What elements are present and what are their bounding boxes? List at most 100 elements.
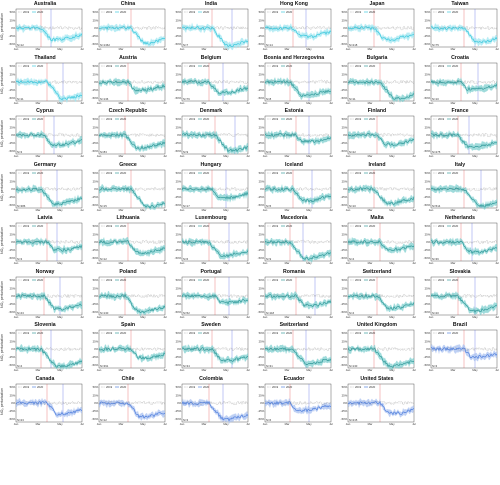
y-tick-label: 50% bbox=[342, 64, 348, 68]
panel-romania: Romania 50% 25% 0% -25% -50% Jan Mar May Jul 2019 2… bbox=[255, 269, 333, 319]
panel-plot: 50% 25% 0% -25% -50%Jan Mar May Jul 2019 2020 N=22 bbox=[341, 115, 416, 158]
panel-title: Austria bbox=[119, 54, 137, 61]
series-2019-line bbox=[98, 293, 166, 298]
sample-count: N=36 bbox=[432, 257, 439, 261]
y-tick-label: 0% bbox=[11, 133, 16, 137]
legend-2019-label: 2019 bbox=[106, 278, 113, 282]
panel-title: Sweden bbox=[201, 322, 221, 328]
series-2020-line bbox=[98, 347, 166, 360]
panel-ireland: Ireland 50% 25% 0% -25% -50% Jan Mar May Jul 2019 2… bbox=[338, 162, 416, 212]
panel-germany: Germany 50% 25% 0% -25% -50% Jan Mar May Jul 2019 2… bbox=[6, 162, 84, 212]
x-tick-label: Mar bbox=[451, 261, 456, 265]
legend-2019-label: 2019 bbox=[189, 10, 196, 14]
panel-switzerland: Switzerland 50% 25% 0% -25% -50% Jan Mar May Jul 2… bbox=[338, 269, 416, 319]
series-2020-line bbox=[15, 346, 83, 368]
y-tick-label: -50% bbox=[424, 42, 431, 46]
series-2019-line bbox=[430, 79, 498, 84]
panel-malta: Malta 50% 25% 0% -25% -50% Jan Mar May Jul 2019 202… bbox=[338, 215, 416, 265]
panel-title: Germany bbox=[33, 161, 57, 168]
y-tick-label: 50% bbox=[259, 278, 265, 282]
panel-title: China bbox=[120, 1, 136, 7]
x-tick-label: Jul bbox=[80, 368, 84, 372]
sample-count: N=52 bbox=[183, 311, 190, 315]
panel-plot: 50% 25% 0% -25% -50%Jan Mar May Jul 2019 2020 N=11… bbox=[258, 276, 333, 319]
series-2020-line bbox=[430, 346, 498, 360]
panel-iceland: Iceland 50% 25% 0% -25% -50% Jan Mar May Jul 2019 2… bbox=[255, 162, 333, 212]
x-tick-label: Mar bbox=[119, 101, 124, 105]
confidence-band-2020 bbox=[431, 183, 497, 210]
y-tick-label: 50% bbox=[342, 171, 348, 175]
panel-plot: 50% 25% 0% -25% -50%Jan Mar May Jul 2019 2020 N=5 bbox=[258, 169, 333, 212]
series-2020-line bbox=[347, 186, 415, 205]
panel-plot: 50% 25% 0% -25% -50%Jan Mar May Jul 2019 2020 N=8 bbox=[258, 62, 333, 105]
confidence-band-2020 bbox=[182, 129, 248, 155]
confidence-band-2020 bbox=[99, 237, 165, 258]
y-tick-label: 0% bbox=[94, 347, 99, 351]
x-tick-label: Jul bbox=[163, 101, 167, 105]
panel-denmark: Denmark 50% 25% 0% -25% -50% Jan Mar May Jul 2019 2… bbox=[172, 108, 250, 158]
legend: 2019 2020 bbox=[184, 117, 210, 121]
x-tick-label: Jul bbox=[412, 422, 416, 426]
y-tick-label: -25% bbox=[341, 302, 348, 306]
legend: 2019 2020 bbox=[267, 64, 293, 68]
panel-title: Greece bbox=[119, 161, 137, 168]
x-tick-label: Mar bbox=[202, 101, 207, 105]
legend-2019-label: 2019 bbox=[355, 224, 362, 228]
x-tick-label: May bbox=[140, 315, 146, 319]
y-tick-label: 25% bbox=[259, 393, 265, 397]
y-tick-label: -25% bbox=[175, 409, 182, 413]
panel-united-kingdom: United Kingdom 50% 25% 0% -25% -50% Jan Mar May J… bbox=[338, 322, 416, 372]
legend: 2019 2020 bbox=[184, 171, 210, 175]
legend: 2019 2020 bbox=[18, 278, 44, 282]
panel-title: Hong Kong bbox=[280, 1, 308, 7]
y-tick-label: -50% bbox=[258, 256, 265, 260]
x-tick-label: Jul bbox=[80, 208, 84, 212]
sample-count: N=118 bbox=[266, 311, 275, 315]
panel-netherlands: Netherlands 50% 25% 0% -25% -50% Jan Mar May Jul 2… bbox=[421, 215, 499, 265]
sample-count: N=4 bbox=[17, 364, 23, 368]
series-2020-line bbox=[98, 79, 166, 92]
panel-india: India 50% 25% 0% -25% -50% Jan Mar May Jul 2019 202… bbox=[172, 1, 250, 51]
sample-count: N=10 bbox=[349, 204, 356, 208]
panel-plot: 50% 25% 0% -25% -50%Jan Mar May Jul 2019 2020 N=13… bbox=[92, 276, 167, 319]
panel-plot: 50% 25% 0% -25% -50%Jan Mar May Jul 2019 2020 N=34 bbox=[175, 329, 250, 372]
x-tick-label: May bbox=[223, 261, 229, 265]
x-tick-label: Jul bbox=[329, 154, 333, 158]
panel-title: Finland bbox=[367, 108, 387, 114]
y-tick-label: 25% bbox=[425, 179, 431, 183]
x-tick-label: May bbox=[306, 101, 312, 105]
series-2020-line bbox=[15, 187, 83, 206]
panel-plot: 50% 25% 0% -25% -50%Jan Mar May Jul 2019 2020 N=20 bbox=[424, 276, 499, 319]
legend-2020-label: 2020 bbox=[120, 117, 127, 121]
y-tick-label: -50% bbox=[424, 203, 431, 207]
x-tick-label: Mar bbox=[36, 47, 41, 51]
y-tick-label: 0% bbox=[260, 26, 265, 30]
sample-count: N=3 bbox=[432, 364, 438, 368]
y-tick-label: -25% bbox=[175, 88, 182, 92]
x-tick-label: Jul bbox=[163, 154, 167, 158]
x-tick-label: May bbox=[57, 101, 63, 105]
legend: 2019 2020 bbox=[267, 331, 293, 335]
x-tick-label: May bbox=[223, 208, 229, 212]
x-tick-label: Mar bbox=[202, 261, 207, 265]
confidence-band-2020 bbox=[99, 76, 165, 95]
y-tick-label: -50% bbox=[9, 363, 16, 367]
panel-plot: 50% 25% 0% -25% -50%Jan Mar May Jul 2019 2020 N=17 bbox=[175, 169, 250, 212]
legend: 2019 2020 bbox=[184, 64, 210, 68]
legend: 2019 2020 bbox=[433, 224, 459, 228]
x-tick-label: Jan bbox=[346, 101, 351, 105]
legend-2019-label: 2019 bbox=[355, 385, 362, 389]
y-tick-label: 0% bbox=[11, 187, 16, 191]
x-tick-label: Jan bbox=[14, 422, 19, 426]
sample-count: N=76 bbox=[183, 97, 190, 101]
x-tick-label: Jul bbox=[163, 368, 167, 372]
x-tick-label: Jul bbox=[246, 101, 250, 105]
x-tick-label: May bbox=[57, 208, 63, 212]
panel-plot: 50% 25% 0% -25% -50%Jan Mar May Jul 2019 2020 N=31 bbox=[258, 329, 333, 372]
legend: 2019 2020 bbox=[18, 171, 44, 175]
series-2019-line bbox=[430, 186, 498, 191]
sample-count: N=12 bbox=[100, 257, 107, 261]
series-2020-line bbox=[15, 133, 83, 147]
x-tick-label: Jul bbox=[80, 154, 84, 158]
y-tick-label: -25% bbox=[175, 34, 182, 38]
